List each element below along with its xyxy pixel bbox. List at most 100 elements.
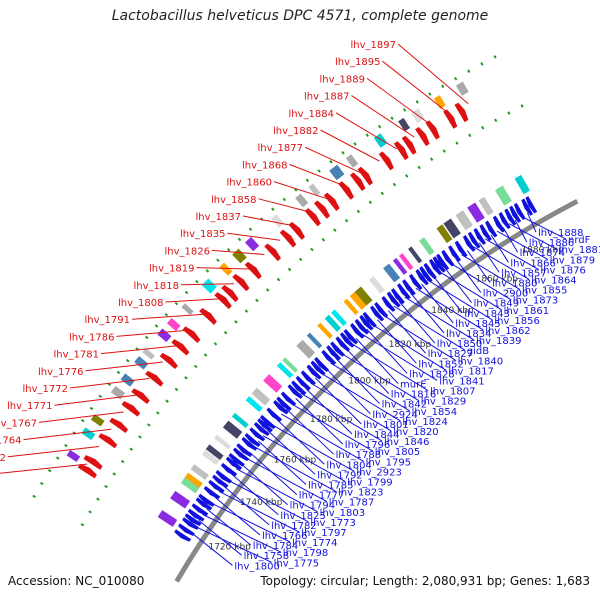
reverse-gene-arrow — [280, 391, 297, 407]
reverse-gene-label: lhv_1846 — [384, 437, 429, 448]
reverse-leader-line — [281, 413, 364, 462]
forward-leader-line — [54, 394, 137, 406]
forward-gene-arrow — [264, 243, 281, 262]
forward-gene-label: lhv_1868 — [242, 160, 287, 171]
reverse-leader-line — [508, 223, 558, 250]
reverse-leader-line — [461, 254, 521, 291]
reverse-gene-label: lhv_1782 — [271, 521, 316, 532]
forward-gene-arrow — [145, 370, 164, 387]
reverse-leader-line — [438, 270, 502, 311]
reverse-leader-line — [210, 502, 291, 543]
forward-gene-arrow — [83, 455, 103, 470]
reverse-gene-label: lhv_1797 — [301, 528, 346, 539]
forward-gene-arrow — [357, 166, 373, 186]
outer-feature-block — [181, 303, 194, 316]
forward-leader-line — [180, 283, 235, 286]
inner-feature-block — [170, 490, 191, 509]
reverse-leader-line — [377, 319, 417, 364]
forward-gene-arrow — [401, 135, 417, 155]
forward-gene-arrow — [98, 433, 118, 449]
reverse-gene-arrow — [402, 279, 416, 296]
forward-leader-line — [116, 329, 191, 337]
forward-leader-line — [304, 146, 363, 174]
reverse-leader-line — [426, 279, 493, 321]
reverse-gene-arrow — [208, 479, 225, 494]
reverse-gene-arrow — [259, 414, 276, 430]
reverse-leader-line — [398, 301, 436, 344]
inner-feature-block — [263, 374, 283, 393]
forward-gene-arrow — [443, 109, 458, 129]
reverse-leader-line — [371, 323, 447, 371]
reverse-gene-arrow — [203, 486, 221, 500]
forward-gene-arrow — [159, 352, 178, 370]
reverse-gene-arrow — [492, 215, 506, 233]
reverse-gene-arrow — [525, 196, 538, 214]
reverse-leader-line — [257, 440, 307, 485]
reverse-leader-line — [248, 451, 298, 495]
tick-label: 1880 kbp — [521, 246, 564, 256]
reverse-gene-arrow — [191, 503, 209, 517]
reverse-gene-arrow — [454, 240, 468, 258]
reverse-gene-arrow — [310, 360, 326, 376]
forward-gene-arrow — [454, 102, 469, 123]
forward-gene-arrow — [288, 221, 305, 240]
inner-feature-block — [436, 224, 453, 244]
reverse-gene-arrow — [198, 493, 215, 507]
outer-feature-block — [219, 262, 233, 276]
forward-leader-line — [227, 232, 281, 241]
forward-leader-line — [289, 163, 346, 187]
forward-leader-line — [7, 446, 100, 458]
reverse-gene-arrow — [321, 349, 337, 366]
reverse-gene-label: lhv_1881 — [559, 245, 600, 256]
forward-gene-arrow — [415, 126, 430, 147]
forward-gene-arrow — [232, 273, 250, 292]
reverse-gene-label: lhv_1825 — [280, 511, 325, 522]
tick-label: 1820 kbp — [389, 340, 432, 350]
outer-feature-block — [345, 154, 359, 168]
reverse-gene-arrow — [485, 220, 498, 238]
reverse-gene-label: lhv_1841 — [439, 376, 484, 387]
reverse-gene-label: lhv_1849 — [474, 299, 519, 310]
reverse-leader-line — [355, 338, 399, 384]
reverse-gene-arrow — [343, 328, 359, 345]
reverse-gene-label: lhv_1795 — [366, 457, 411, 468]
reverse-gene-arrow — [184, 513, 202, 527]
inner-feature-block — [180, 476, 200, 494]
reverse-gene-label: lhv_1839 — [476, 336, 521, 347]
forward-gene-label: lhv_1762 — [0, 453, 6, 464]
reverse-gene-label: lhv_1873 — [513, 296, 558, 307]
forward-gene-label: lhv_1877 — [258, 143, 303, 154]
forward-leader-line — [258, 198, 313, 214]
reverse-leader-line — [335, 357, 380, 405]
reverse-gene-arrow — [276, 396, 292, 411]
forward-gene-arrow — [313, 200, 331, 219]
reverse-gene-arrow — [432, 256, 446, 273]
outer-feature-block — [134, 356, 149, 370]
forward-gene-label: lhv_1826 — [165, 246, 210, 257]
inner-feature-block — [190, 464, 209, 480]
reverse-gene-arrow — [174, 529, 192, 542]
inner-feature-block — [184, 472, 203, 488]
reverse-gene-label: lhv_1852 — [418, 359, 463, 370]
reverse-leader-line — [290, 403, 374, 452]
reverse-gene-label: lhv_1785 — [308, 481, 353, 492]
reverse-gene-label: lhv_1799 — [347, 477, 392, 488]
reverse-gene-label: lhv_1842 — [382, 400, 427, 411]
reverse-gene-label: lhv_1803 — [320, 508, 365, 519]
reverse-gene-label: lhv_1794 — [290, 501, 335, 512]
forward-leader-line — [0, 463, 88, 474]
tick-label: 1740 kbp — [240, 498, 283, 508]
forward-gene-arrow — [131, 388, 150, 405]
inner-feature-block — [478, 196, 494, 216]
forward-gene-arrow — [425, 120, 440, 140]
reverse-gene-label: lhv_1834 — [446, 329, 491, 340]
reverse-leader-line — [432, 275, 463, 314]
reverse-gene-label: lhv_1801 — [363, 420, 408, 431]
forward-leader-line — [165, 298, 220, 303]
reverse-leader-line — [502, 227, 519, 253]
reverse-leader-line — [314, 377, 362, 425]
forward-gene-label: lhv_1764 — [0, 436, 22, 447]
reverse-leader-line — [382, 314, 456, 361]
forward-leader-line — [366, 77, 433, 127]
